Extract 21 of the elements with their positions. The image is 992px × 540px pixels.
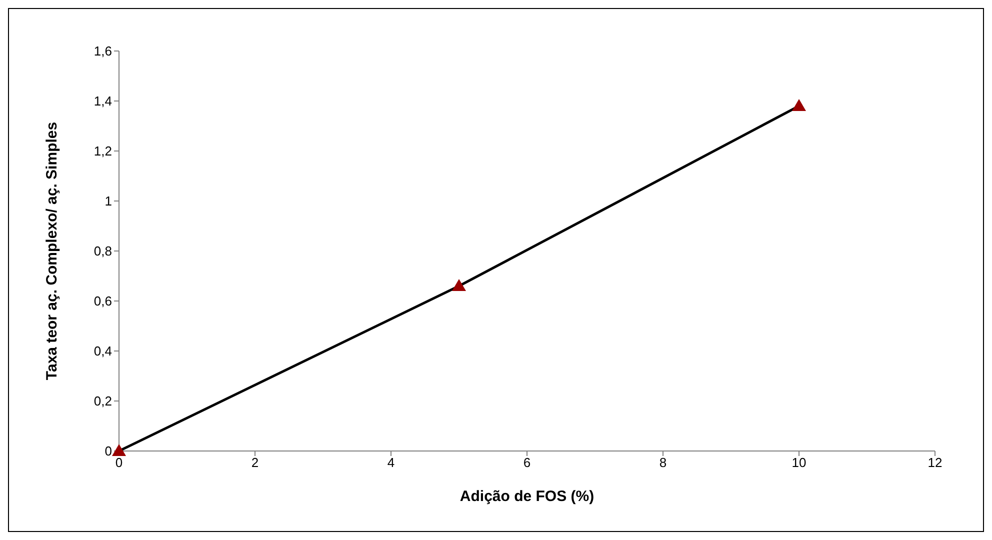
point bbox=[792, 99, 806, 111]
point bbox=[452, 279, 466, 291]
x-tick-label: 2 bbox=[251, 455, 259, 470]
y-tick-label: 0,6 bbox=[94, 294, 112, 309]
x-tick-label: 8 bbox=[659, 455, 667, 470]
x-tick-label: 12 bbox=[928, 455, 942, 470]
y-tick-label: 0,8 bbox=[94, 244, 112, 259]
x-tick-label: 10 bbox=[792, 455, 806, 470]
x-tick-label: 6 bbox=[523, 455, 531, 470]
y-tick-label: 0 bbox=[104, 444, 112, 459]
y-tick-label: 0,4 bbox=[94, 344, 112, 359]
point bbox=[112, 444, 126, 456]
x-axis-title: Adição de FOS (%) bbox=[460, 488, 594, 505]
y-tick-label: 1,2 bbox=[94, 144, 112, 159]
y-axis-title: Taxa teor aç. Complexo/ aç. Simples bbox=[43, 122, 60, 380]
y-tick-label: 1,4 bbox=[94, 94, 112, 109]
y-tick-label: 0,2 bbox=[94, 394, 112, 409]
x-tick-label: 4 bbox=[387, 455, 395, 470]
x-tick-label: 0 bbox=[115, 455, 123, 470]
y-tick-label: 1,6 bbox=[94, 44, 112, 59]
y-tick-label: 1 bbox=[104, 194, 112, 209]
